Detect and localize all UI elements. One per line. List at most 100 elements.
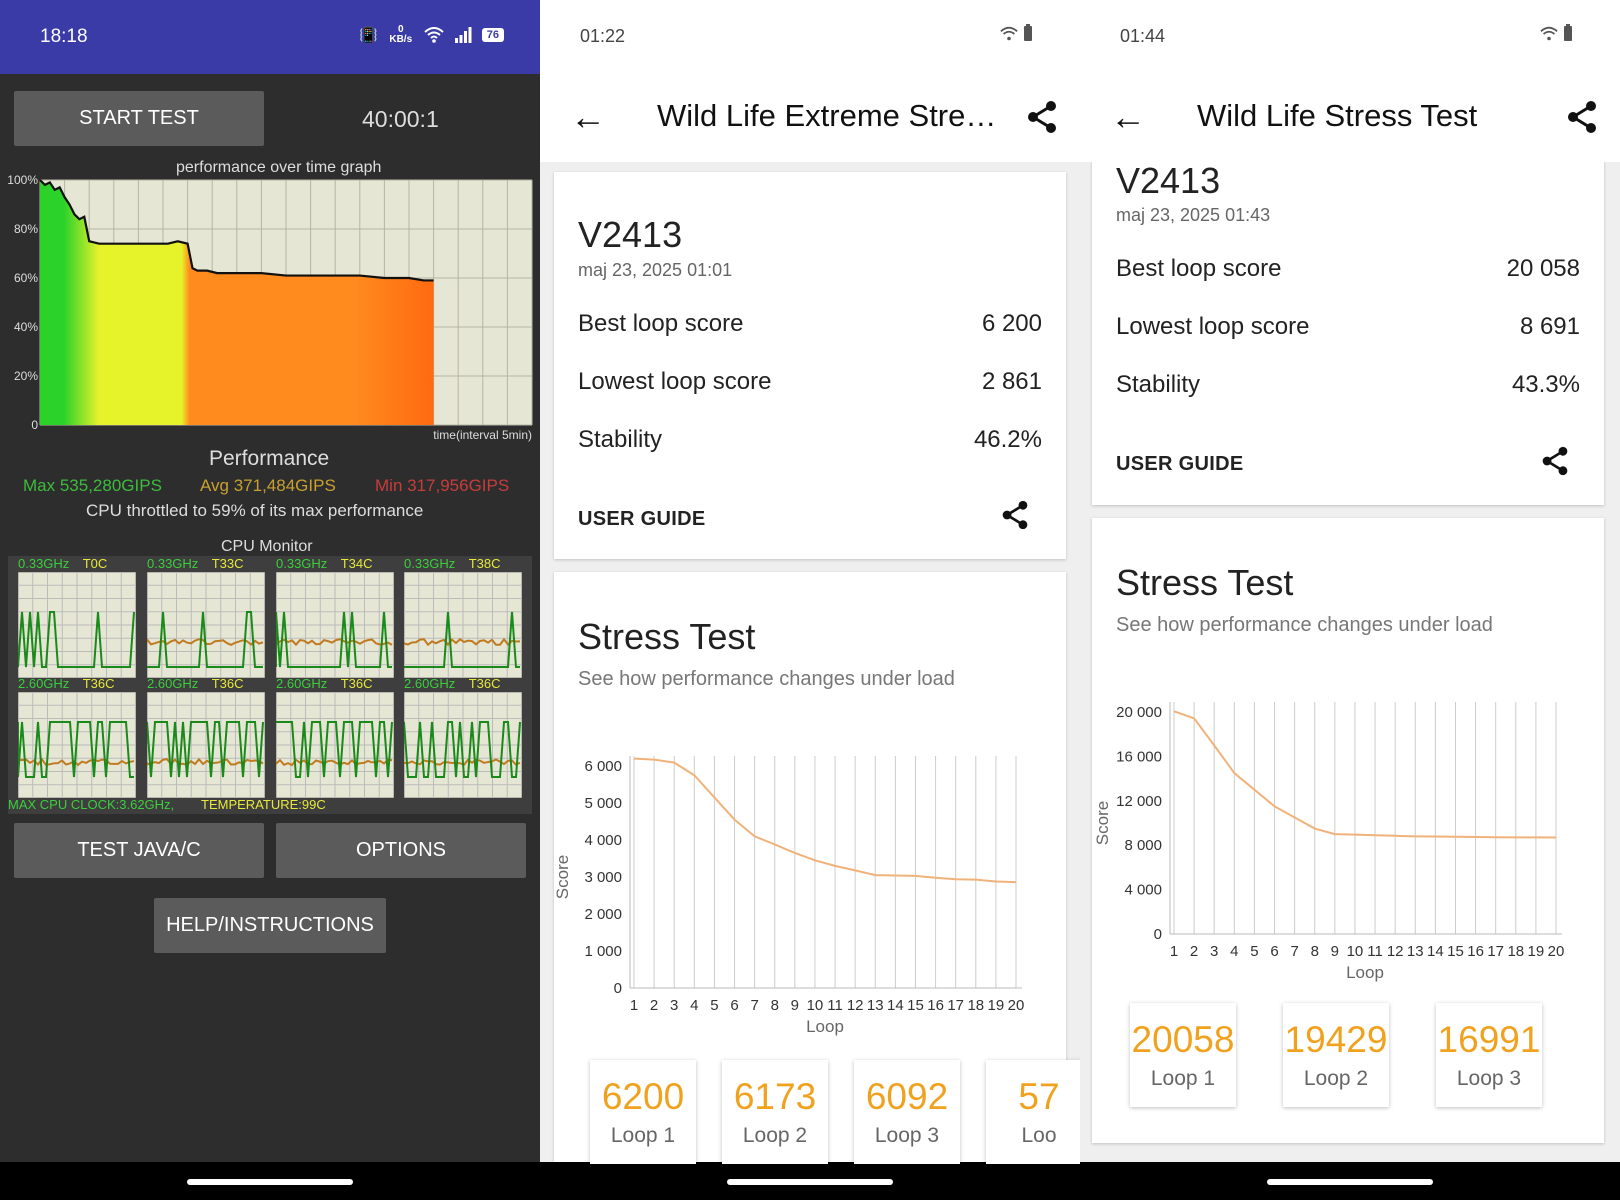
frequency-trace [404, 611, 520, 668]
graph-title: performance over time graph [176, 159, 382, 176]
frequency-trace [276, 611, 392, 668]
y-tick-label: 12 000 [1116, 793, 1162, 810]
x-tick-label: 2 [1190, 943, 1198, 960]
y-tick-label: 16 000 [1116, 748, 1162, 765]
x-tick-label: 13 [1407, 943, 1424, 960]
vibrate-icon: 📳 [359, 27, 378, 44]
x-tick-label: 17 [947, 997, 964, 1014]
frequency-trace [147, 611, 263, 668]
options-button[interactable]: OPTIONS [276, 823, 526, 878]
share-icon[interactable] [1025, 100, 1059, 134]
throttle-summary: CPU throttled to 59% of its max performa… [86, 501, 424, 520]
frequency-trace [404, 721, 521, 778]
x-tick-label: 3 [670, 997, 678, 1014]
y-tick-label: 0 [1154, 926, 1162, 943]
battery-icon [1563, 24, 1572, 41]
loop-score-card: 16991 Loop 3 [1436, 1003, 1542, 1107]
best-loop-label: Best loop score [578, 310, 744, 337]
score-line [633, 757, 1017, 884]
x-tick-label: 17 [1487, 943, 1504, 960]
help-instructions-button[interactable]: HELP/INSTRUCTIONS [154, 898, 386, 953]
x-tick-label: 2 [650, 997, 658, 1014]
max-performance: Max 535,280GIPS [23, 476, 162, 495]
cpu-core-label: 0.33GHz T34C [276, 556, 372, 571]
loop-score-card: 6092 Loop 3 [854, 1060, 960, 1164]
y-tick-label: 60% [14, 271, 38, 285]
data-speed: 0 KB/s [389, 24, 413, 45]
cpu-core-graph [18, 692, 136, 798]
x-tick-label: 9 [791, 997, 799, 1014]
share-icon[interactable] [1540, 446, 1570, 476]
temperature-trace [276, 758, 393, 767]
back-arrow-icon[interactable]: ← [1110, 96, 1146, 137]
y-tick-label: 6 000 [584, 758, 622, 775]
wifi-icon [424, 27, 444, 43]
cpu-core-frequency: 0.33GHz [18, 556, 70, 571]
x-tick-label: 7 [750, 997, 758, 1014]
frequency-trace [147, 721, 264, 778]
x-tick-label: 12 [1387, 943, 1404, 960]
loop-score: 57 [1018, 1076, 1060, 1117]
loop-score: 6173 [733, 1076, 817, 1117]
cpu-throttling-panel: 18:18 📳 0 KB/s 76 START TEST 40:00:1 per… [0, 0, 540, 1200]
y-tick-label: 5 000 [584, 795, 622, 812]
status-bar: 01:44 [1080, 0, 1620, 72]
x-tick-label: 15 [1447, 943, 1464, 960]
cpu-core-graph [276, 572, 394, 678]
cpu-core-temperature: T36C [337, 676, 373, 691]
temperature-trace [147, 637, 264, 647]
loop-label: Loop 2 [742, 1124, 808, 1147]
home-handle[interactable] [187, 1179, 353, 1185]
y-tick-label: 4 000 [1124, 882, 1162, 899]
loop-score-card: 6200 Loop 1 [590, 1060, 696, 1164]
status-time: 01:44 [1120, 26, 1166, 46]
loop-label: Loop 3 [874, 1124, 940, 1147]
performance-area [40, 180, 434, 425]
x-tick-label: 20 [1008, 997, 1025, 1014]
user-guide-link[interactable]: USER GUIDE [1116, 453, 1244, 475]
user-guide-link[interactable]: USER GUIDE [578, 508, 706, 530]
cpu-core-label: 0.33GHz T0C [18, 556, 107, 571]
performance-label: Performance [209, 447, 330, 470]
stability-value: 43.3% [1511, 371, 1580, 398]
share-icon[interactable] [1000, 500, 1030, 530]
result-date: maj 23, 2025 01:43 [1116, 205, 1271, 225]
cpu-core-label: 2.60GHz T36C [147, 676, 243, 691]
x-tick-label: 12 [847, 997, 864, 1014]
home-handle[interactable] [727, 1179, 893, 1185]
performance-line [39, 179, 434, 282]
cpu-monitor-label: CPU Monitor [221, 538, 313, 555]
navigation-bar [0, 1162, 540, 1200]
y-tick-label: 0 [31, 418, 38, 432]
share-icon[interactable] [1565, 100, 1599, 134]
loop-score-card: 57 Loo [986, 1060, 1080, 1164]
cpu-core-temperature: T38C [465, 556, 501, 571]
score-line [1173, 710, 1557, 839]
home-handle[interactable] [1267, 1179, 1433, 1185]
x-tick-label: 4 [690, 997, 698, 1014]
y-tick-label: 8 000 [1124, 837, 1162, 854]
x-axis-caption: time(interval 5min) [433, 428, 532, 442]
x-tick-label: 15 [907, 997, 924, 1014]
temperature-trace [404, 637, 521, 647]
x-tick-label: 1 [1170, 943, 1178, 960]
battery-icon: 76 [481, 28, 504, 42]
x-tick-label: 14 [887, 997, 904, 1014]
cpu-core-label: 0.33GHz T33C [147, 556, 243, 571]
result-card: V2413 maj 23, 2025 01:43 Best loop score… [1092, 150, 1604, 505]
x-axis-label: Loop [806, 1017, 844, 1036]
stability-value: 46.2% [973, 426, 1042, 453]
lowest-loop-label: Lowest loop score [578, 368, 772, 395]
x-tick-label: 10 [807, 997, 824, 1014]
x-tick-label: 4 [1230, 943, 1238, 960]
x-axis-label: Loop [1346, 963, 1384, 982]
back-arrow-icon[interactable]: ← [570, 96, 606, 137]
cpu-core-frequency: 0.33GHz [404, 556, 456, 571]
y-tick-label: 1 000 [584, 943, 622, 960]
loop-score: 20058 [1131, 1019, 1235, 1060]
temperature-trace [18, 757, 135, 767]
loop-score-card: 19429 Loop 2 [1283, 1003, 1389, 1107]
start-test-button[interactable]: START TEST [14, 91, 264, 146]
test-java-c-button[interactable]: TEST JAVA/C [14, 823, 264, 878]
